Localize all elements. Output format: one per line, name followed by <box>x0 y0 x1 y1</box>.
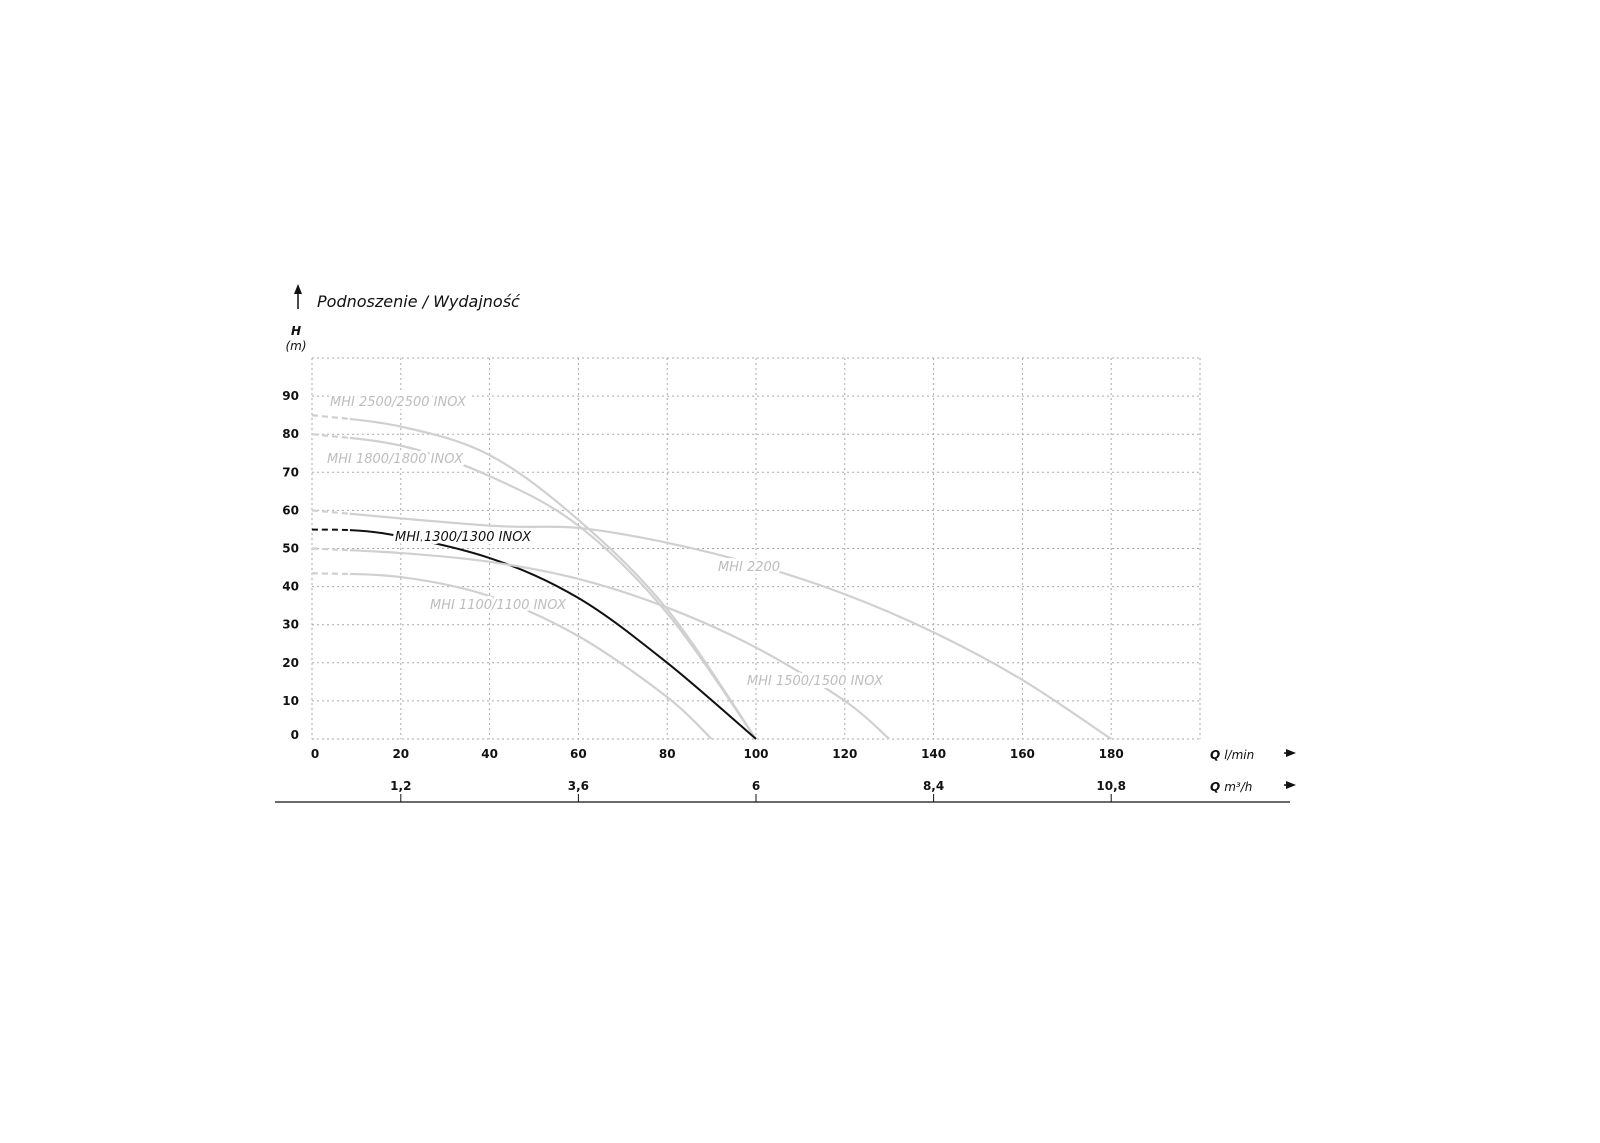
x-tick-label: 180 <box>1099 747 1124 761</box>
series-line <box>311 433 757 740</box>
series-line <box>311 572 713 740</box>
x-tick-label: 140 <box>921 747 946 761</box>
grid <box>311 357 1201 740</box>
x2-tick-label: 10,8 <box>1096 779 1126 793</box>
x-tick-label: 80 <box>659 747 676 761</box>
series-label: MHI 1300/1300 INOX <box>395 530 532 545</box>
series-label: MHI 1500/1500 INOX <box>747 674 884 689</box>
x-tick-label: 60 <box>570 747 587 761</box>
series-line <box>311 509 1112 740</box>
series-label: MHI 2200 <box>718 560 780 575</box>
x2-tick-label: 1,2 <box>390 779 411 793</box>
y-tick-label: 20 <box>282 656 299 670</box>
y-tick-label: 10 <box>282 694 299 708</box>
y-tick-label: 70 <box>282 465 299 479</box>
y-tick-label: 80 <box>282 427 299 441</box>
x2-axis-arrow-icon <box>1284 781 1296 789</box>
x-tick-label: 40 <box>481 747 498 761</box>
y-tick-label: 0 <box>291 728 299 742</box>
x-axis-arrow-icon <box>1284 749 1296 757</box>
tick-labels: 0 20 40 60 80 100 120 140 160 180 0 10 20 30 40 50 60 70 8… <box>282 389 1126 802</box>
x-axis-q: Q <box>1210 748 1220 762</box>
y-tick-label: 60 <box>282 503 299 517</box>
series-line <box>311 528 757 740</box>
x-tick-label: 120 <box>832 747 857 761</box>
x2-tick-label: 3,6 <box>568 779 589 793</box>
x-tick-label: 20 <box>392 747 409 761</box>
curves <box>311 414 1112 740</box>
x2-axis-q: Q <box>1210 780 1220 794</box>
y-tick-label: 50 <box>282 542 299 556</box>
y-axis-arrow-icon <box>294 284 302 309</box>
series-label: MHI 1100/1100 INOX <box>430 598 567 613</box>
x-axis-unit: l/min <box>1224 748 1254 762</box>
x2-tick-label: 6 <box>752 779 760 793</box>
x-tick-label: 160 <box>1010 747 1035 761</box>
y-tick-label: 40 <box>282 580 299 594</box>
series-label: MHI 2500/2500 INOX <box>330 395 467 410</box>
series-line <box>311 547 890 740</box>
x-tick-label: 0 <box>311 747 319 761</box>
series-labels: MHI 2500/2500 INOX MHI 1800/1800 INOX MHI … <box>324 392 887 692</box>
y-axis-unit: (m) <box>285 339 306 353</box>
x2-axis-unit: m³/h <box>1224 780 1252 794</box>
x2-tick-label: 8,4 <box>923 779 944 793</box>
series-label: MHI 1800/1800 INOX <box>327 452 464 467</box>
y-tick-label: 30 <box>282 618 299 632</box>
y-tick-label: 90 <box>282 389 299 403</box>
x-tick-label: 100 <box>743 747 768 761</box>
series-line <box>311 414 757 740</box>
chart-title: Podnoszenie / Wydajność <box>317 292 521 311</box>
y-axis-label: H <box>291 324 301 338</box>
